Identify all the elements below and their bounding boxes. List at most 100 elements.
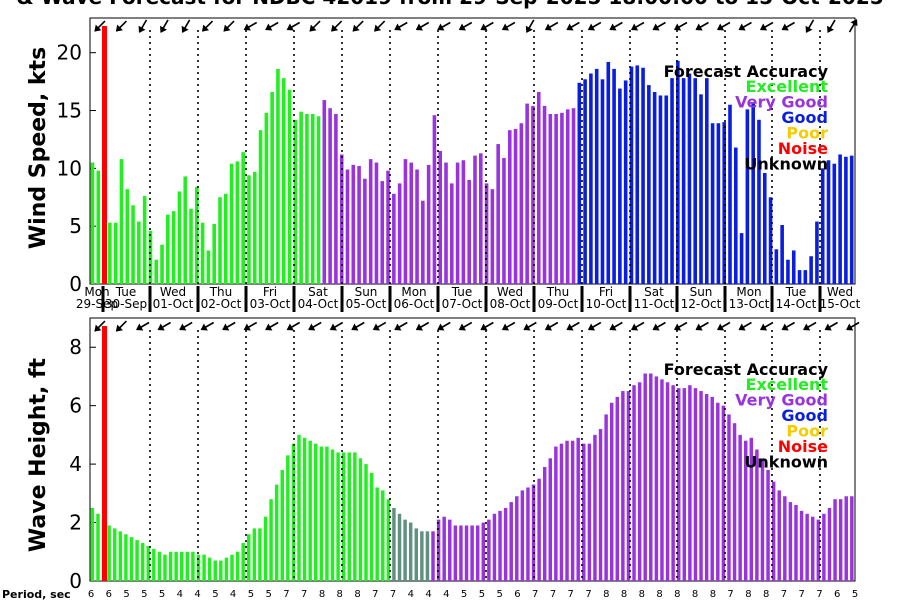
bar — [286, 455, 290, 581]
wind-y-label: Wind Speed, kts — [26, 47, 51, 249]
bar — [623, 80, 628, 284]
day-divider — [436, 286, 440, 312]
date-label: 15-Oct — [820, 297, 861, 311]
period-value: 6 — [106, 589, 112, 600]
period-value: 8 — [692, 589, 698, 600]
bar — [196, 554, 201, 581]
period-value: 5 — [497, 589, 503, 600]
bar — [609, 402, 614, 581]
period-value: 7 — [781, 589, 787, 600]
direction-arrow — [286, 321, 301, 331]
direction-arrow — [609, 21, 623, 31]
bar — [643, 373, 647, 581]
bar — [571, 108, 576, 285]
direction-arrow — [781, 321, 795, 331]
direction-arrow — [805, 19, 815, 33]
bar — [780, 225, 784, 284]
legend-item: Excellent — [746, 375, 829, 394]
bar — [392, 193, 396, 284]
direction-arrow — [115, 320, 128, 332]
bar — [448, 519, 452, 581]
bar — [118, 531, 123, 581]
bar — [531, 484, 536, 581]
day-label: Tue — [115, 285, 137, 299]
direction-arrow — [480, 21, 494, 31]
direction-arrow — [652, 21, 666, 31]
bar — [594, 68, 599, 284]
bar — [676, 60, 680, 284]
bar — [213, 560, 217, 581]
bar — [274, 484, 279, 581]
bar — [375, 487, 379, 581]
period-value: 4 — [177, 589, 183, 600]
day-label: Thu — [209, 285, 233, 299]
bar — [738, 434, 742, 581]
bar — [341, 452, 346, 581]
bar — [336, 452, 340, 581]
direction-arrow — [587, 21, 602, 31]
period-value: 6 — [88, 589, 94, 600]
day-divider — [580, 286, 584, 312]
bar — [751, 103, 755, 284]
bar — [431, 531, 435, 581]
direction-arrow — [566, 321, 580, 331]
y-tick-label: 6 — [69, 394, 82, 418]
bar — [345, 169, 350, 284]
bar — [660, 379, 664, 581]
bar — [308, 440, 312, 581]
bar — [157, 551, 162, 581]
period-value: 6 — [514, 589, 520, 600]
date-label: 13-Oct — [729, 297, 770, 311]
bar — [699, 94, 703, 284]
bar — [658, 95, 663, 285]
day-divider — [101, 286, 105, 312]
bar — [688, 385, 692, 581]
bar — [565, 440, 569, 581]
bar — [293, 119, 298, 285]
bar — [322, 100, 327, 284]
plot-frame — [89, 17, 856, 285]
bar — [755, 449, 759, 581]
day-label: Fri — [263, 285, 277, 299]
period-value: 4 — [194, 589, 200, 600]
bar — [310, 113, 315, 285]
bar — [392, 507, 396, 581]
bar — [809, 256, 813, 284]
bar — [519, 123, 524, 285]
bar — [826, 160, 831, 284]
period-value: 8 — [639, 589, 645, 600]
bar — [618, 88, 622, 284]
bar — [453, 525, 458, 581]
direction-arrow — [630, 321, 645, 331]
direction-arrow — [759, 321, 774, 331]
bar — [241, 543, 245, 581]
legend-title: Forecast Accuracy — [664, 360, 829, 379]
bar — [681, 78, 686, 284]
day-label: Tue — [785, 285, 807, 299]
bar — [797, 270, 802, 284]
bar — [739, 233, 744, 284]
bar — [721, 405, 726, 581]
direction-arrow — [544, 21, 559, 31]
bar — [368, 159, 373, 284]
bar — [515, 496, 519, 581]
bar — [414, 528, 418, 581]
date-label: 03-Oct — [250, 297, 291, 311]
direction-arrow — [331, 20, 343, 32]
direction-arrow — [223, 20, 235, 32]
bar — [805, 513, 809, 581]
bar — [475, 525, 480, 581]
bar — [160, 244, 164, 284]
bar — [649, 373, 653, 581]
bar — [369, 472, 374, 581]
bar — [727, 414, 731, 581]
bar — [131, 205, 135, 284]
bar — [647, 85, 651, 284]
bar — [137, 221, 141, 284]
period-value: 5 — [141, 589, 147, 600]
bar — [353, 452, 357, 581]
bar — [788, 502, 793, 581]
bar — [358, 458, 363, 581]
bar — [351, 164, 356, 284]
